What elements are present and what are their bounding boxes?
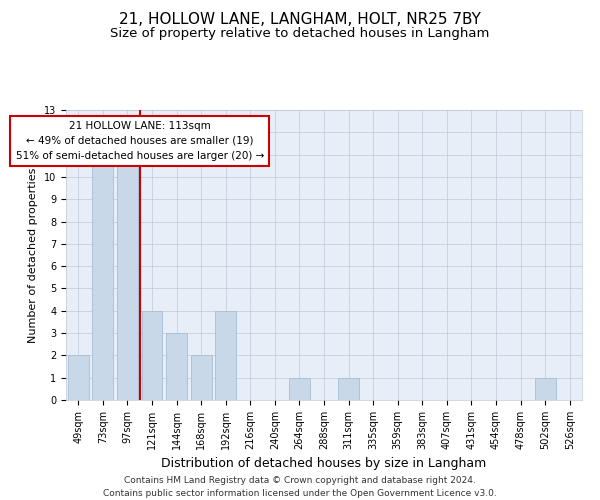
Text: Size of property relative to detached houses in Langham: Size of property relative to detached ho… (110, 28, 490, 40)
X-axis label: Distribution of detached houses by size in Langham: Distribution of detached houses by size … (161, 458, 487, 470)
Bar (142, 311, 163, 400)
Bar (117, 154, 138, 400)
Bar (92, 154, 113, 400)
Bar (535, 378, 556, 400)
Bar (338, 378, 359, 400)
Text: 21 HOLLOW LANE: 113sqm
← 49% of detached houses are smaller (19)
51% of semi-det: 21 HOLLOW LANE: 113sqm ← 49% of detached… (16, 121, 264, 161)
Text: 21, HOLLOW LANE, LANGHAM, HOLT, NR25 7BY: 21, HOLLOW LANE, LANGHAM, HOLT, NR25 7BY (119, 12, 481, 28)
Bar (68, 356, 89, 400)
Bar (215, 311, 236, 400)
Bar (166, 333, 187, 400)
Bar (289, 378, 310, 400)
Bar (191, 356, 212, 400)
Text: Contains HM Land Registry data © Crown copyright and database right 2024.
Contai: Contains HM Land Registry data © Crown c… (103, 476, 497, 498)
Y-axis label: Number of detached properties: Number of detached properties (28, 168, 38, 342)
